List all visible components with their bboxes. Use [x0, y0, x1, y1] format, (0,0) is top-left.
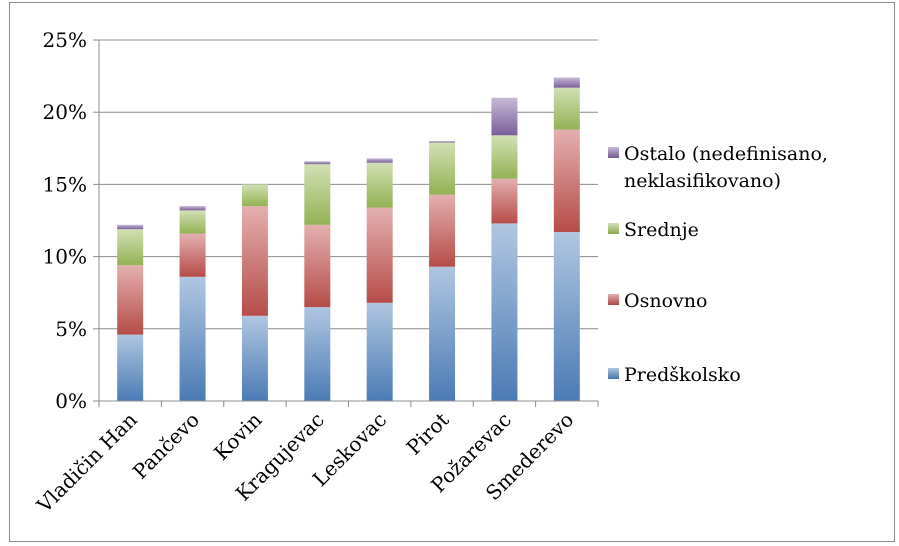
bar-segment-ostalo [304, 161, 331, 165]
bar-segment-srednje [241, 184, 268, 207]
legend-swatch [608, 223, 619, 234]
bar-segment-ostalo [179, 206, 206, 211]
bar-segment-predškolsko [241, 315, 268, 401]
legend-label: Ostalo (nedefinisano, [624, 143, 828, 165]
x-category-label: Pirot [402, 408, 454, 460]
bar-segment-osnovno [553, 129, 580, 233]
x-category-label: Vladičin Han [31, 407, 141, 517]
bar-segment-osnovno [491, 178, 518, 224]
bar-segment-predškolsko [366, 302, 393, 401]
legend-swatch [608, 368, 619, 379]
bar-segment-ostalo [117, 224, 144, 230]
bar-segment-osnovno [179, 233, 206, 277]
y-tick-label: 15% [43, 172, 87, 196]
legend-label: Srednje [624, 219, 699, 241]
bar-segment-ostalo [366, 158, 393, 163]
y-tick-label: 25% [43, 28, 87, 52]
bar-segment-srednje [366, 162, 393, 208]
bar-segment-srednje [553, 87, 580, 130]
bar-segment-osnovno [366, 207, 393, 303]
legend-swatch [608, 294, 619, 305]
chart-frame: 0% 5% 10% 15% 20% 25% Vladičin Han Pančevo Kovin… [9, 2, 895, 542]
y-tick-label: 5% [55, 317, 87, 341]
x-category-label: Pančevo [128, 408, 204, 484]
bar-segment-ostalo [553, 77, 580, 88]
y-tick-label: 10% [43, 245, 87, 269]
bar-segment-predškolsko [491, 223, 518, 401]
legend: Ostalo (nedefinisano, neklasifikovano) Sre… [608, 143, 828, 386]
bar-segment-srednje [179, 210, 206, 234]
bar-segment-osnovno [241, 206, 268, 316]
bar-segment-predškolsko [429, 266, 456, 401]
legend-label: Osnovno [624, 290, 707, 312]
bar-segment-predškolsko [304, 307, 331, 401]
bar-segment-srednje [117, 229, 144, 266]
grid-layer [99, 39, 598, 402]
bar-segment-srednje [491, 135, 518, 179]
legend-swatch [608, 147, 619, 158]
legend-label: neklasifikovano) [624, 170, 781, 192]
bar-segment-predškolsko [553, 232, 580, 401]
bar-layer [117, 77, 580, 401]
y-tick-label: 20% [43, 100, 87, 124]
x-category-label: Kovin [209, 407, 266, 464]
bar-segment-predškolsko [117, 334, 144, 401]
bar-segment-osnovno [117, 265, 144, 335]
y-tick-label: 0% [55, 389, 87, 413]
bar-segment-srednje [304, 164, 331, 225]
bar-segment-srednje [429, 142, 456, 195]
bar-segment-predškolsko [179, 276, 206, 401]
legend-label: Predškolsko [624, 364, 741, 386]
bar-segment-osnovno [429, 194, 456, 267]
bar-segment-ostalo [491, 97, 518, 136]
bar-segment-osnovno [304, 224, 331, 308]
bar-segment-ostalo [429, 141, 456, 143]
